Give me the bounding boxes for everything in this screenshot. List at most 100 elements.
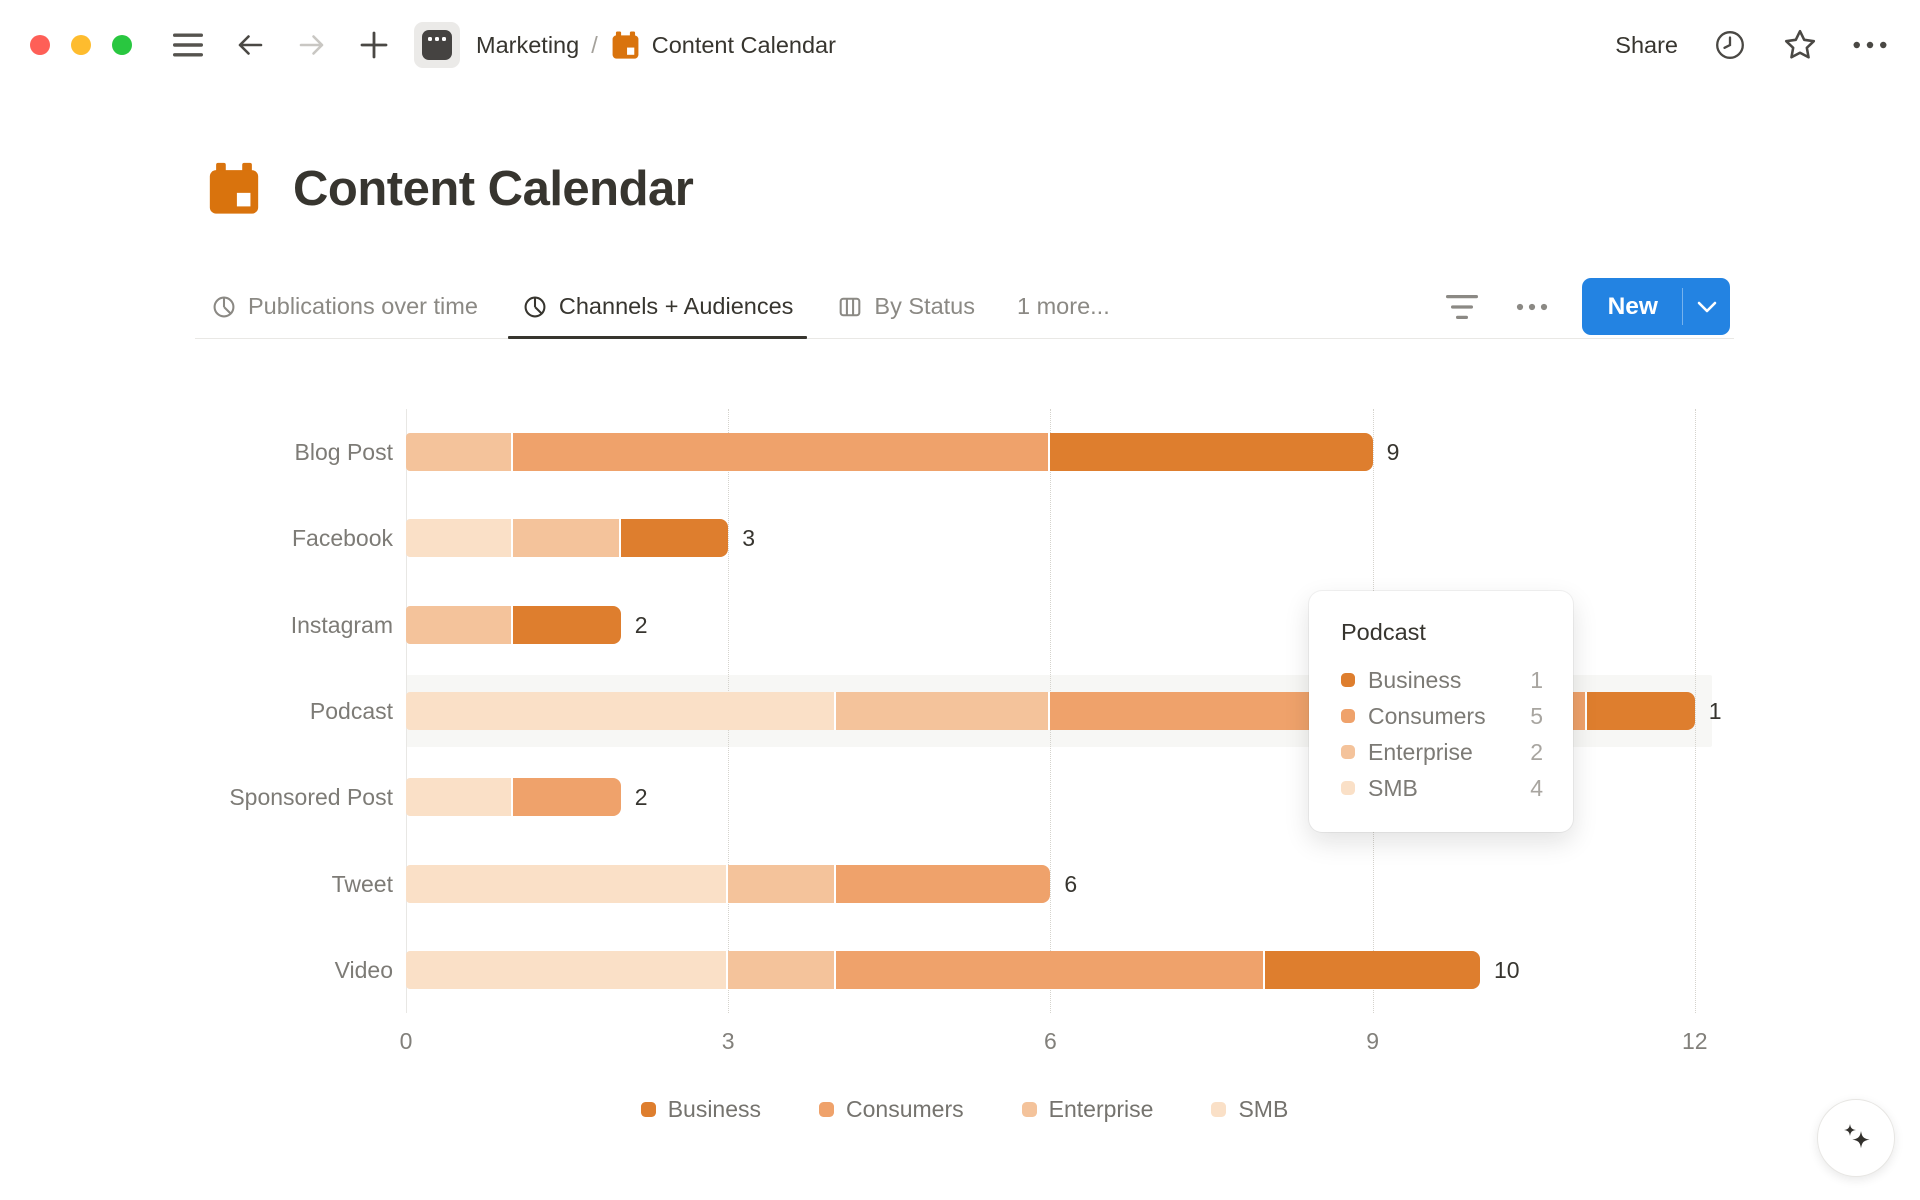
share-button[interactable]: Share (1615, 31, 1678, 58)
tooltip-title: Podcast (1341, 619, 1426, 645)
bar-segment-enterprise[interactable] (728, 864, 836, 903)
bar-segment-enterprise[interactable] (406, 605, 514, 644)
bar-value-label: 3 (742, 525, 755, 552)
sidebar-menu-icon[interactable] (170, 27, 206, 63)
legend-label: Business (667, 1096, 762, 1122)
tooltip-row-consumers: Consumers 5 (1341, 698, 1543, 734)
minimize-window-button[interactable] (71, 35, 91, 55)
legend-label: Enterprise (1048, 1096, 1154, 1122)
bar-segment-consumers[interactable] (513, 433, 1051, 471)
bar-segment-smb[interactable] (406, 864, 729, 903)
view-tab-bar: Publications over time Channels + Audien… (195, 275, 1734, 339)
maximize-window-button[interactable] (112, 35, 132, 55)
workspace-icon[interactable] (414, 22, 460, 68)
x-tick-label: 12 (1682, 1028, 1708, 1054)
tab-label: Channels + Audiences (558, 293, 794, 319)
bar-segment-smb[interactable] (406, 691, 836, 730)
legend-swatch (1211, 1102, 1227, 1117)
page-calendar-icon[interactable] (205, 160, 263, 218)
bar-value-label: 6 (1064, 870, 1078, 897)
bar-instagram[interactable] (406, 605, 621, 644)
bar-facebook[interactable] (406, 519, 729, 558)
sparkles-icon (1844, 1124, 1870, 1149)
workspace-glyph (422, 30, 452, 60)
x-tick-label: 0 (399, 1028, 413, 1054)
view-options-icon[interactable] (1512, 287, 1552, 327)
bar-blog-post[interactable] (406, 433, 1373, 471)
tooltip-series-label: SMB (1368, 774, 1418, 801)
bar-segment-business[interactable] (620, 519, 729, 558)
tooltip-swatch (1341, 745, 1355, 759)
bar-segment-consumers[interactable] (835, 950, 1266, 989)
filter-icon[interactable] (1442, 287, 1482, 327)
tab-channels-audiences[interactable]: Channels + Audiences (507, 275, 807, 339)
bar-segment-enterprise[interactable] (835, 691, 1051, 730)
bar-segment-business[interactable] (513, 605, 621, 644)
bar-segment-business[interactable] (1587, 691, 1695, 730)
category-label: Facebook (291, 525, 393, 552)
legend-swatch (1021, 1102, 1037, 1117)
bar-segment-enterprise[interactable] (728, 950, 836, 989)
bar-segment-smb[interactable] (406, 778, 514, 817)
more-tabs-button[interactable]: 1 more... (1017, 293, 1110, 319)
ai-assistant-button[interactable] (1817, 1099, 1895, 1177)
tab-label: By Status (874, 293, 975, 319)
updates-clock-icon[interactable] (1712, 27, 1748, 63)
legend-swatch (640, 1102, 656, 1117)
bar-sponsored-post[interactable] (406, 778, 621, 817)
bar-segment-enterprise[interactable] (513, 519, 621, 558)
category-label: Video (334, 956, 393, 983)
legend-item-smb: SMB (1211, 1096, 1288, 1123)
bar-value-label: 2 (634, 611, 648, 638)
page-title[interactable]: Content Calendar (293, 162, 694, 216)
pie-chart-icon (522, 294, 548, 320)
favorite-star-icon[interactable] (1782, 27, 1818, 63)
new-button[interactable]: New (1581, 278, 1730, 335)
page-header: Content Calendar (205, 160, 694, 218)
legend-item-business: Business (640, 1096, 762, 1123)
bar-value-label: 10 (1494, 956, 1520, 983)
breadcrumb-page[interactable]: Content Calendar (610, 30, 836, 61)
tooltip-series-value: 1 (1530, 666, 1543, 693)
tab-publications-over-time[interactable]: Publications over time (209, 275, 480, 338)
window-toolbar: Marketing / Content Calendar Share (0, 0, 1920, 90)
tab-by-status[interactable]: By Status (835, 275, 977, 338)
tooltip-series-value: 5 (1530, 702, 1543, 729)
bar-segment-smb[interactable] (406, 519, 514, 558)
forward-icon[interactable] (294, 27, 330, 63)
breadcrumb-separator: / (591, 31, 598, 58)
tab-label: Publications over time (248, 293, 478, 319)
tooltip-series-label: Business (1368, 666, 1462, 693)
tooltip-row-business: Business 1 (1341, 662, 1543, 698)
category-label: Blog Post (294, 439, 393, 465)
bar-tweet[interactable] (406, 864, 1051, 903)
legend-label: SMB (1238, 1096, 1289, 1122)
chart-legend: Business Consumers Enterprise SMB (195, 1096, 1734, 1123)
calendar-icon (612, 31, 639, 59)
breadcrumb-workspace[interactable]: Marketing (476, 31, 580, 58)
bar-value-label: 2 (634, 784, 648, 811)
breadcrumb-page-label: Content Calendar (651, 31, 836, 58)
new-button-caret[interactable] (1683, 278, 1730, 335)
x-tick-label: 6 (1043, 1028, 1057, 1054)
bar-segment-smb[interactable] (406, 950, 729, 989)
tooltip-series-label: Consumers (1368, 702, 1486, 729)
tooltip-swatch (1341, 709, 1355, 723)
bar-segment-business[interactable] (1050, 433, 1373, 471)
back-icon[interactable] (232, 27, 268, 63)
pie-chart-icon (211, 294, 237, 320)
close-window-button[interactable] (30, 35, 50, 55)
bar-segment-consumers[interactable] (835, 864, 1051, 903)
tooltip-swatch (1341, 781, 1355, 795)
more-options-icon[interactable] (1852, 27, 1888, 63)
bar-segment-business[interactable] (1265, 950, 1480, 989)
bar-segment-consumers[interactable] (513, 778, 621, 817)
new-button-label[interactable]: New (1607, 292, 1658, 320)
bar-video[interactable] (406, 950, 1480, 989)
bar-segment-enterprise[interactable] (406, 433, 514, 471)
new-page-plus-icon[interactable] (356, 27, 392, 63)
chart-tooltip: Podcast Business 1 Consumers 5 Enterprise 2 SM… (1309, 591, 1573, 832)
category-label: Instagram (290, 611, 393, 638)
category-label: Tweet (331, 870, 393, 897)
tooltip-row-smb: SMB 4 (1341, 770, 1543, 806)
